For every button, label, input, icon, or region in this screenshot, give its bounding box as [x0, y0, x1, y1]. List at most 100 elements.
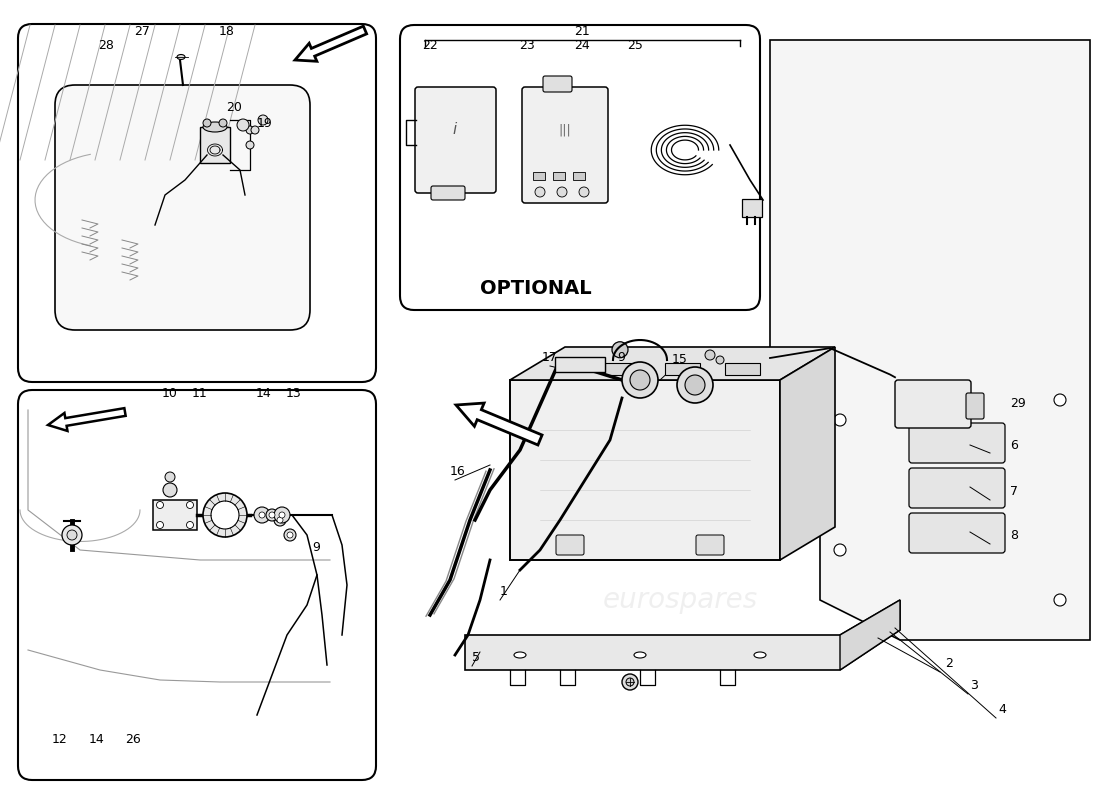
Bar	[534, 172, 544, 180]
Circle shape	[246, 126, 254, 134]
Circle shape	[187, 502, 194, 509]
Text: eurospares: eurospares	[124, 226, 295, 254]
Text: 24: 24	[574, 39, 590, 52]
Circle shape	[630, 370, 650, 390]
FancyBboxPatch shape	[909, 423, 1005, 463]
Ellipse shape	[514, 652, 526, 658]
Circle shape	[612, 342, 628, 358]
Circle shape	[284, 529, 296, 541]
Circle shape	[676, 367, 713, 403]
Bar	[605, 363, 640, 375]
Text: 22: 22	[422, 39, 438, 52]
Text: 25: 25	[627, 39, 642, 52]
Bar	[742, 199, 762, 217]
Text: 18: 18	[219, 25, 235, 38]
Circle shape	[274, 507, 290, 523]
FancyBboxPatch shape	[400, 25, 760, 310]
FancyBboxPatch shape	[909, 468, 1005, 508]
Circle shape	[258, 512, 265, 518]
Circle shape	[204, 119, 211, 127]
Text: 9: 9	[312, 541, 320, 554]
Text: 7: 7	[1010, 485, 1018, 498]
FancyBboxPatch shape	[696, 535, 724, 555]
Polygon shape	[456, 403, 542, 445]
Circle shape	[266, 509, 278, 521]
Circle shape	[705, 350, 715, 360]
Circle shape	[834, 544, 846, 556]
Circle shape	[246, 141, 254, 149]
Circle shape	[270, 512, 275, 518]
Text: 14: 14	[89, 733, 104, 746]
Polygon shape	[48, 408, 125, 431]
Circle shape	[535, 187, 544, 197]
Circle shape	[287, 532, 293, 538]
FancyBboxPatch shape	[522, 87, 608, 203]
Circle shape	[187, 522, 194, 529]
Bar	[153, 500, 197, 530]
Circle shape	[165, 472, 175, 482]
Text: 1: 1	[500, 585, 508, 598]
Text: 27: 27	[134, 25, 150, 38]
Circle shape	[163, 483, 177, 497]
Polygon shape	[770, 40, 1090, 640]
FancyBboxPatch shape	[18, 390, 376, 780]
Text: 28: 28	[98, 39, 114, 52]
Text: 5: 5	[472, 651, 480, 664]
Ellipse shape	[754, 652, 766, 658]
Text: eurospares: eurospares	[603, 586, 758, 614]
Text: 26: 26	[125, 733, 141, 746]
Bar	[573, 172, 585, 180]
Circle shape	[277, 517, 283, 523]
Text: 19: 19	[257, 117, 273, 130]
Text: 20: 20	[227, 101, 242, 114]
Text: 21: 21	[574, 25, 590, 38]
Circle shape	[834, 414, 846, 426]
Text: 11: 11	[192, 387, 208, 400]
Polygon shape	[465, 600, 900, 670]
Circle shape	[156, 502, 164, 509]
Circle shape	[1054, 394, 1066, 406]
FancyBboxPatch shape	[55, 85, 310, 330]
Text: 14: 14	[256, 387, 272, 400]
Text: 8: 8	[1010, 529, 1018, 542]
Bar	[556, 357, 605, 372]
FancyBboxPatch shape	[895, 380, 971, 428]
Text: 29: 29	[1010, 397, 1025, 410]
Bar	[553, 172, 565, 180]
Ellipse shape	[634, 652, 646, 658]
Circle shape	[254, 507, 270, 523]
FancyBboxPatch shape	[966, 393, 984, 419]
Bar	[510, 380, 780, 560]
Circle shape	[1054, 594, 1066, 606]
Text: OPTIONAL: OPTIONAL	[480, 279, 592, 298]
Text: i: i	[453, 122, 458, 138]
FancyBboxPatch shape	[543, 76, 572, 92]
Bar	[725, 363, 760, 375]
Circle shape	[251, 126, 258, 134]
Text: 15: 15	[672, 353, 688, 366]
FancyBboxPatch shape	[556, 535, 584, 555]
Circle shape	[204, 493, 248, 537]
Text: eurospares: eurospares	[595, 435, 766, 465]
Circle shape	[279, 512, 285, 518]
Circle shape	[156, 522, 164, 529]
Circle shape	[274, 514, 286, 526]
Text: 17: 17	[542, 351, 558, 364]
Circle shape	[258, 115, 268, 125]
Circle shape	[236, 119, 249, 131]
Circle shape	[557, 187, 566, 197]
FancyBboxPatch shape	[18, 24, 376, 382]
Text: |||: |||	[559, 123, 571, 137]
FancyBboxPatch shape	[415, 87, 496, 193]
Bar	[200, 127, 230, 163]
Circle shape	[716, 356, 724, 364]
Polygon shape	[510, 347, 835, 380]
Polygon shape	[780, 347, 835, 560]
Circle shape	[626, 678, 634, 686]
Text: 12: 12	[52, 733, 68, 746]
Text: 4: 4	[998, 703, 1005, 716]
Circle shape	[621, 362, 658, 398]
FancyBboxPatch shape	[431, 186, 465, 200]
Text: 16: 16	[450, 465, 465, 478]
Polygon shape	[295, 26, 366, 62]
